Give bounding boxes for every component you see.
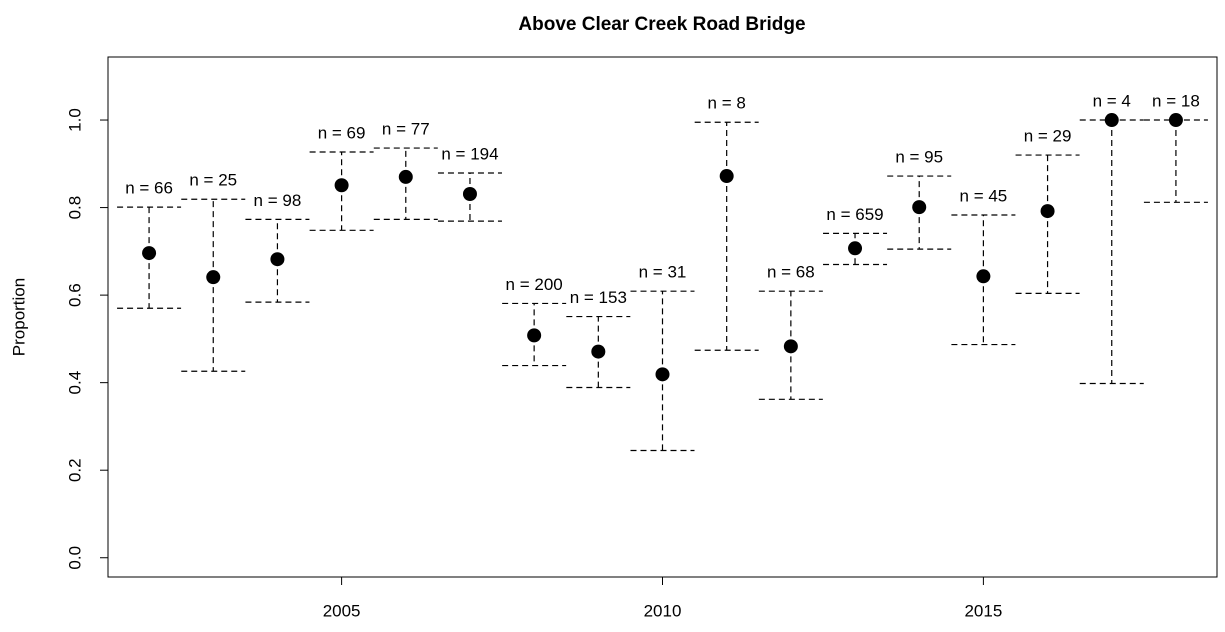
point-label: n = 25 (189, 171, 237, 190)
point (591, 344, 606, 359)
point (1040, 204, 1055, 219)
point (206, 270, 221, 285)
point (912, 200, 927, 215)
point-label: n = 98 (254, 191, 302, 210)
y-tick-label: 0.8 (65, 196, 84, 220)
point-label: n = 45 (960, 186, 1008, 205)
point (142, 246, 157, 261)
point-label: n = 659 (826, 205, 883, 224)
point (398, 169, 413, 184)
y-tick-label: 0.2 (65, 458, 84, 482)
point-label: n = 153 (570, 288, 627, 307)
point-label: n = 95 (895, 148, 943, 167)
x-tick-label: 2005 (323, 601, 361, 620)
point (848, 241, 863, 256)
point (527, 328, 542, 343)
x-tick-label: 2010 (644, 601, 682, 620)
point (1104, 113, 1119, 128)
y-tick-label: 0.4 (65, 371, 84, 395)
point-label: n = 68 (767, 263, 815, 282)
x-tick-label: 2015 (964, 601, 1002, 620)
point (783, 339, 798, 354)
point (719, 169, 734, 184)
point (1168, 113, 1183, 128)
point-label: n = 29 (1024, 127, 1072, 146)
point-label: n = 8 (708, 94, 746, 113)
y-axis-label: Proportion (9, 278, 28, 356)
point-label: n = 200 (506, 275, 563, 294)
point-label: n = 31 (639, 263, 687, 282)
point (976, 269, 991, 284)
y-tick-label: 1.0 (65, 108, 84, 132)
point-label: n = 18 (1152, 92, 1200, 111)
point-label: n = 66 (125, 179, 173, 198)
point-label: n = 77 (382, 120, 430, 139)
point (270, 252, 285, 267)
chart-title: Above Clear Creek Road Bridge (518, 14, 805, 35)
point (655, 367, 670, 382)
y-tick-label: 0.6 (65, 283, 84, 307)
point-label: n = 69 (318, 123, 366, 142)
y-tick-label: 0.0 (65, 546, 84, 570)
point-label: n = 194 (441, 144, 498, 163)
point (462, 187, 477, 202)
point (334, 178, 349, 193)
point-label: n = 4 (1093, 92, 1131, 111)
